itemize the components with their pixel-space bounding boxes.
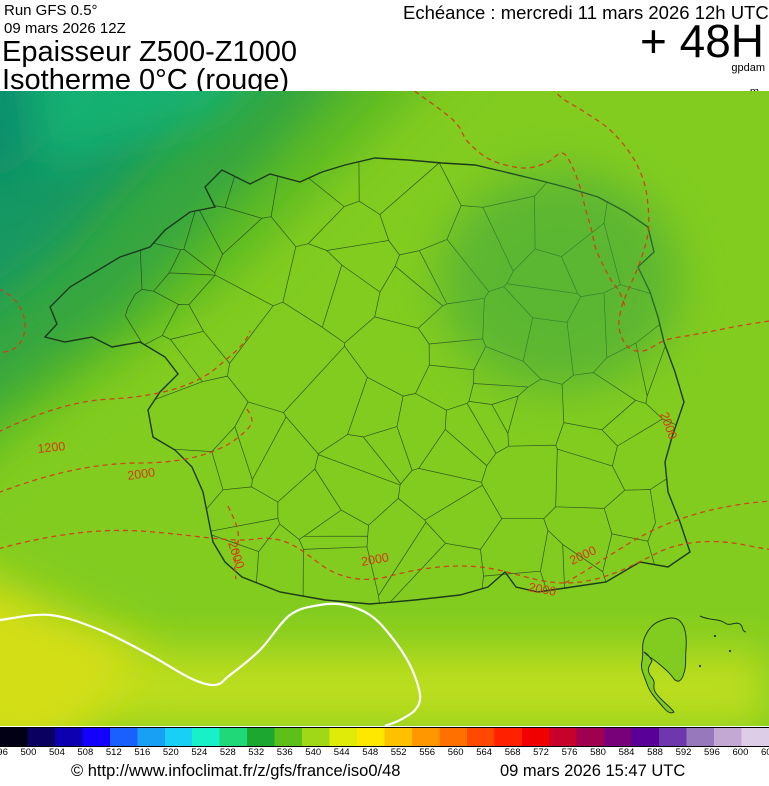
svg-text:1200: 1200	[37, 439, 66, 456]
